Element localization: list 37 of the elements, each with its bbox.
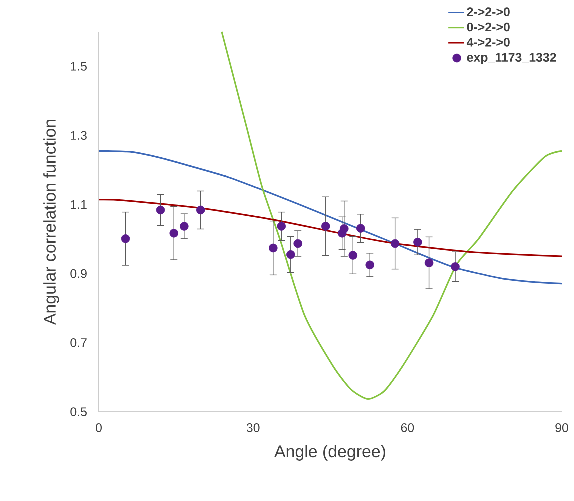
line-series bbox=[98, 199, 563, 258]
legend-label: 0->2->0 bbox=[467, 22, 510, 32]
point bbox=[170, 229, 178, 238]
point bbox=[180, 222, 189, 231]
point bbox=[424, 258, 434, 268]
line-series bbox=[221, 31, 563, 400]
point bbox=[121, 234, 130, 244]
point bbox=[451, 262, 460, 272]
x-axis-title: Angle (degree) bbox=[274, 445, 386, 461]
point bbox=[414, 238, 422, 247]
point bbox=[277, 222, 286, 231]
legend-label: 2->2->0 bbox=[467, 8, 510, 16]
point bbox=[294, 239, 302, 248]
point bbox=[196, 206, 206, 215]
legend-label: exp_1173_1332 bbox=[467, 53, 556, 64]
point bbox=[286, 250, 296, 260]
point bbox=[321, 222, 330, 231]
y-tick-label: 0.5 bbox=[70, 408, 87, 416]
y-tick-label: 1.3 bbox=[71, 131, 87, 140]
point bbox=[390, 239, 400, 248]
x-tick-label: 30 bbox=[246, 424, 260, 432]
point bbox=[366, 260, 375, 270]
point bbox=[156, 206, 166, 215]
x-tick-label: 90 bbox=[556, 424, 568, 432]
point bbox=[340, 224, 349, 234]
x-tick-label: 60 bbox=[401, 424, 414, 432]
line-series bbox=[98, 150, 563, 285]
point bbox=[348, 251, 358, 260]
y-tick-label: 1.5 bbox=[71, 62, 87, 71]
legend-label: 4->2->0 bbox=[466, 38, 510, 47]
y-tick-label: 0.7 bbox=[70, 338, 87, 348]
point bbox=[356, 224, 366, 233]
point bbox=[269, 244, 278, 253]
y-tick-label: 0.9 bbox=[70, 269, 87, 278]
y-tick-label: 1.1 bbox=[71, 200, 87, 209]
y-axis-title: Angular correlation function bbox=[44, 120, 60, 326]
x-tick-label: 0 bbox=[96, 424, 102, 432]
